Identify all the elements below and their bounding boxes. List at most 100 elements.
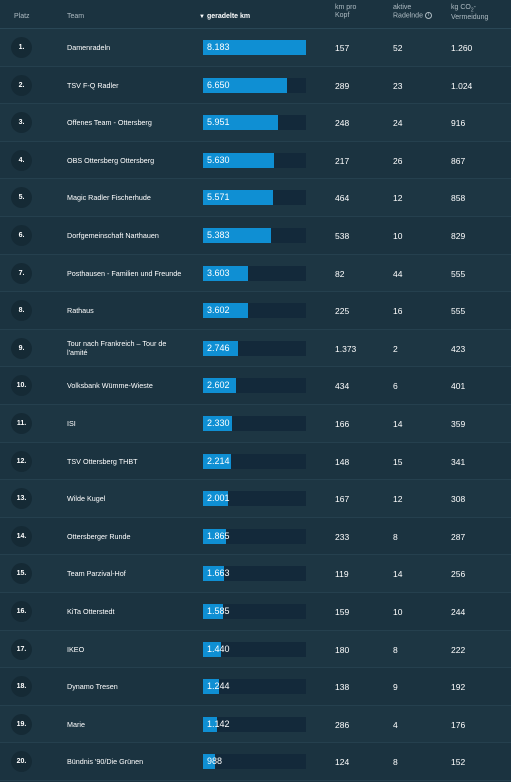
km-per-head-value: 180 (335, 644, 350, 655)
active-riders-value: 12 (393, 494, 403, 505)
km-bar-fill (203, 491, 229, 507)
sort-desc-icon: ▼ (199, 14, 205, 20)
km-value: 3.602 (207, 305, 230, 316)
rank-badge: 11. (11, 413, 32, 434)
table-row: 2. TSV F-Q Radler 6.650 289 23 1.024 (0, 67, 511, 105)
km-bar: 8.183 (203, 40, 306, 55)
km-bar-fill (203, 641, 222, 657)
km-value: 5.951 (207, 117, 230, 128)
co2-value: 1.260 (451, 43, 473, 53)
km-bar-fill (203, 679, 219, 695)
table-row: 14. Ottersberger Runde 1.865 233 8 287 (0, 518, 511, 556)
km-per-head-value: 248 (335, 118, 350, 129)
team-name: IKEO (67, 644, 85, 654)
header-km-per-head-line1: km pro (335, 4, 357, 11)
header-km[interactable]: ▼ geradelte km (199, 13, 250, 21)
km-value: 2.330 (207, 418, 230, 428)
active-riders-value: 10 (393, 231, 403, 241)
co2-value: 176 (451, 719, 466, 730)
table-row: 13. Wilde Kugel 2.001 167 12 308 (0, 480, 511, 518)
km-value: 3.603 (207, 267, 230, 278)
km-per-head-value: 159 (335, 607, 350, 617)
km-bar: 2.602 (203, 378, 306, 394)
co2-value: 401 (451, 381, 466, 392)
table-row: 7. Posthausen - Familien und Freunde 3.603… (0, 254, 511, 293)
km-bar: 5.571 (203, 190, 306, 206)
team-name: Dynamo Tresen (67, 682, 118, 692)
rank-badge: 10. (11, 375, 32, 397)
co2-value: 341 (451, 456, 466, 467)
rank-badge: 4. (11, 149, 32, 171)
co2-value: 829 (451, 231, 466, 241)
km-bar-fill (203, 453, 231, 469)
header-rank[interactable]: Platz (14, 13, 30, 20)
km-value: 1.244 (207, 681, 230, 692)
km-bar: 5.630 (203, 152, 306, 168)
km-bar-fill (203, 528, 227, 544)
header-co2-suffix: - (473, 4, 476, 11)
header-km-label: geradelte km (206, 13, 251, 20)
co2-value: 423 (451, 343, 466, 354)
km-per-head-value: 434 (335, 381, 350, 392)
rank-badge: 3. (11, 112, 32, 134)
active-riders-value: 4 (393, 719, 398, 730)
table-row: 10. Volksbank Wümme-Wieste 2.602 434 6 401 (0, 367, 511, 405)
header-co2-line1: kg CO (451, 4, 471, 11)
km-bar-fill (203, 115, 278, 131)
km-bar-fill (203, 416, 233, 431)
table-row: 5. Magic Radler Fischerhude 5.571 464 12 858 (0, 179, 511, 217)
km-value: 1.440 (207, 643, 230, 654)
header-team[interactable]: Team (67, 13, 85, 20)
co2-value: 555 (451, 306, 466, 317)
active-riders-value: 8 (393, 644, 398, 655)
header-km-per-head-line2: Kopf (335, 12, 350, 19)
rank-badge: 5. (11, 187, 32, 209)
table-row: 15. Team Parzival-Hof 1.663 119 14 256 (0, 555, 511, 593)
km-bar-fill (203, 566, 224, 582)
active-riders-value: 9 (393, 682, 398, 693)
km-bar: 3.603 (203, 265, 306, 281)
info-icon[interactable]: i (424, 12, 432, 19)
km-per-head-value: 289 (335, 80, 350, 91)
km-per-head-value: 157 (335, 43, 350, 53)
km-bar: 5.951 (203, 115, 306, 131)
table-row: 20. Bündnis '90/Die Grünen 988 124 8 152 (0, 743, 511, 781)
co2-value: 192 (451, 682, 466, 693)
km-bar-fill (203, 190, 274, 206)
team-name: Marie (67, 719, 85, 729)
km-bar-fill (203, 152, 274, 168)
km-value: 1.865 (207, 530, 230, 541)
rank-badge: 16. (11, 601, 32, 622)
table-row: 3. Offenes Team - Ottersberg 5.951 248 24 916 (0, 104, 511, 142)
km-bar-fill (203, 604, 223, 619)
active-riders-value: 8 (393, 757, 398, 768)
team-name: TSV F-Q Radler (67, 80, 119, 90)
table-row: 16. KiTa Otterstedt 1.585 159 10 244 (0, 593, 511, 631)
km-bar: 1.663 (203, 566, 306, 582)
km-bar: 1.142 (203, 716, 306, 732)
km-value: 8.183 (207, 42, 230, 52)
table-row: 11. ISI 2.330 166 14 359 (0, 405, 511, 443)
team-name: Ottersberger Runde (67, 531, 131, 541)
rank-badge: 20. (11, 751, 32, 773)
co2-value: 222 (451, 644, 466, 655)
header-active-riders[interactable]: aktive Radelnde i (393, 4, 432, 20)
active-riders-value: 14 (393, 569, 403, 580)
km-value: 5.571 (207, 192, 230, 203)
active-riders-value: 10 (393, 607, 403, 617)
km-per-head-value: 1.373 (335, 343, 357, 354)
co2-value: 858 (451, 193, 466, 204)
co2-value: 244 (451, 607, 466, 617)
km-value: 1.585 (207, 606, 230, 616)
km-value: 2.214 (207, 455, 230, 466)
rank-badge: 7. (11, 262, 32, 284)
header-co2[interactable]: kg CO2- Vermeidung (451, 4, 488, 22)
km-value: 2.001 (207, 493, 230, 504)
header-km-per-head[interactable]: km pro Kopf (335, 4, 356, 20)
km-per-head-value: 82 (335, 268, 345, 279)
rank-badge: 19. (11, 713, 32, 735)
rank-badge: 6. (11, 225, 32, 246)
rank-badge: 12. (11, 450, 32, 472)
km-bar-fill (203, 77, 287, 93)
